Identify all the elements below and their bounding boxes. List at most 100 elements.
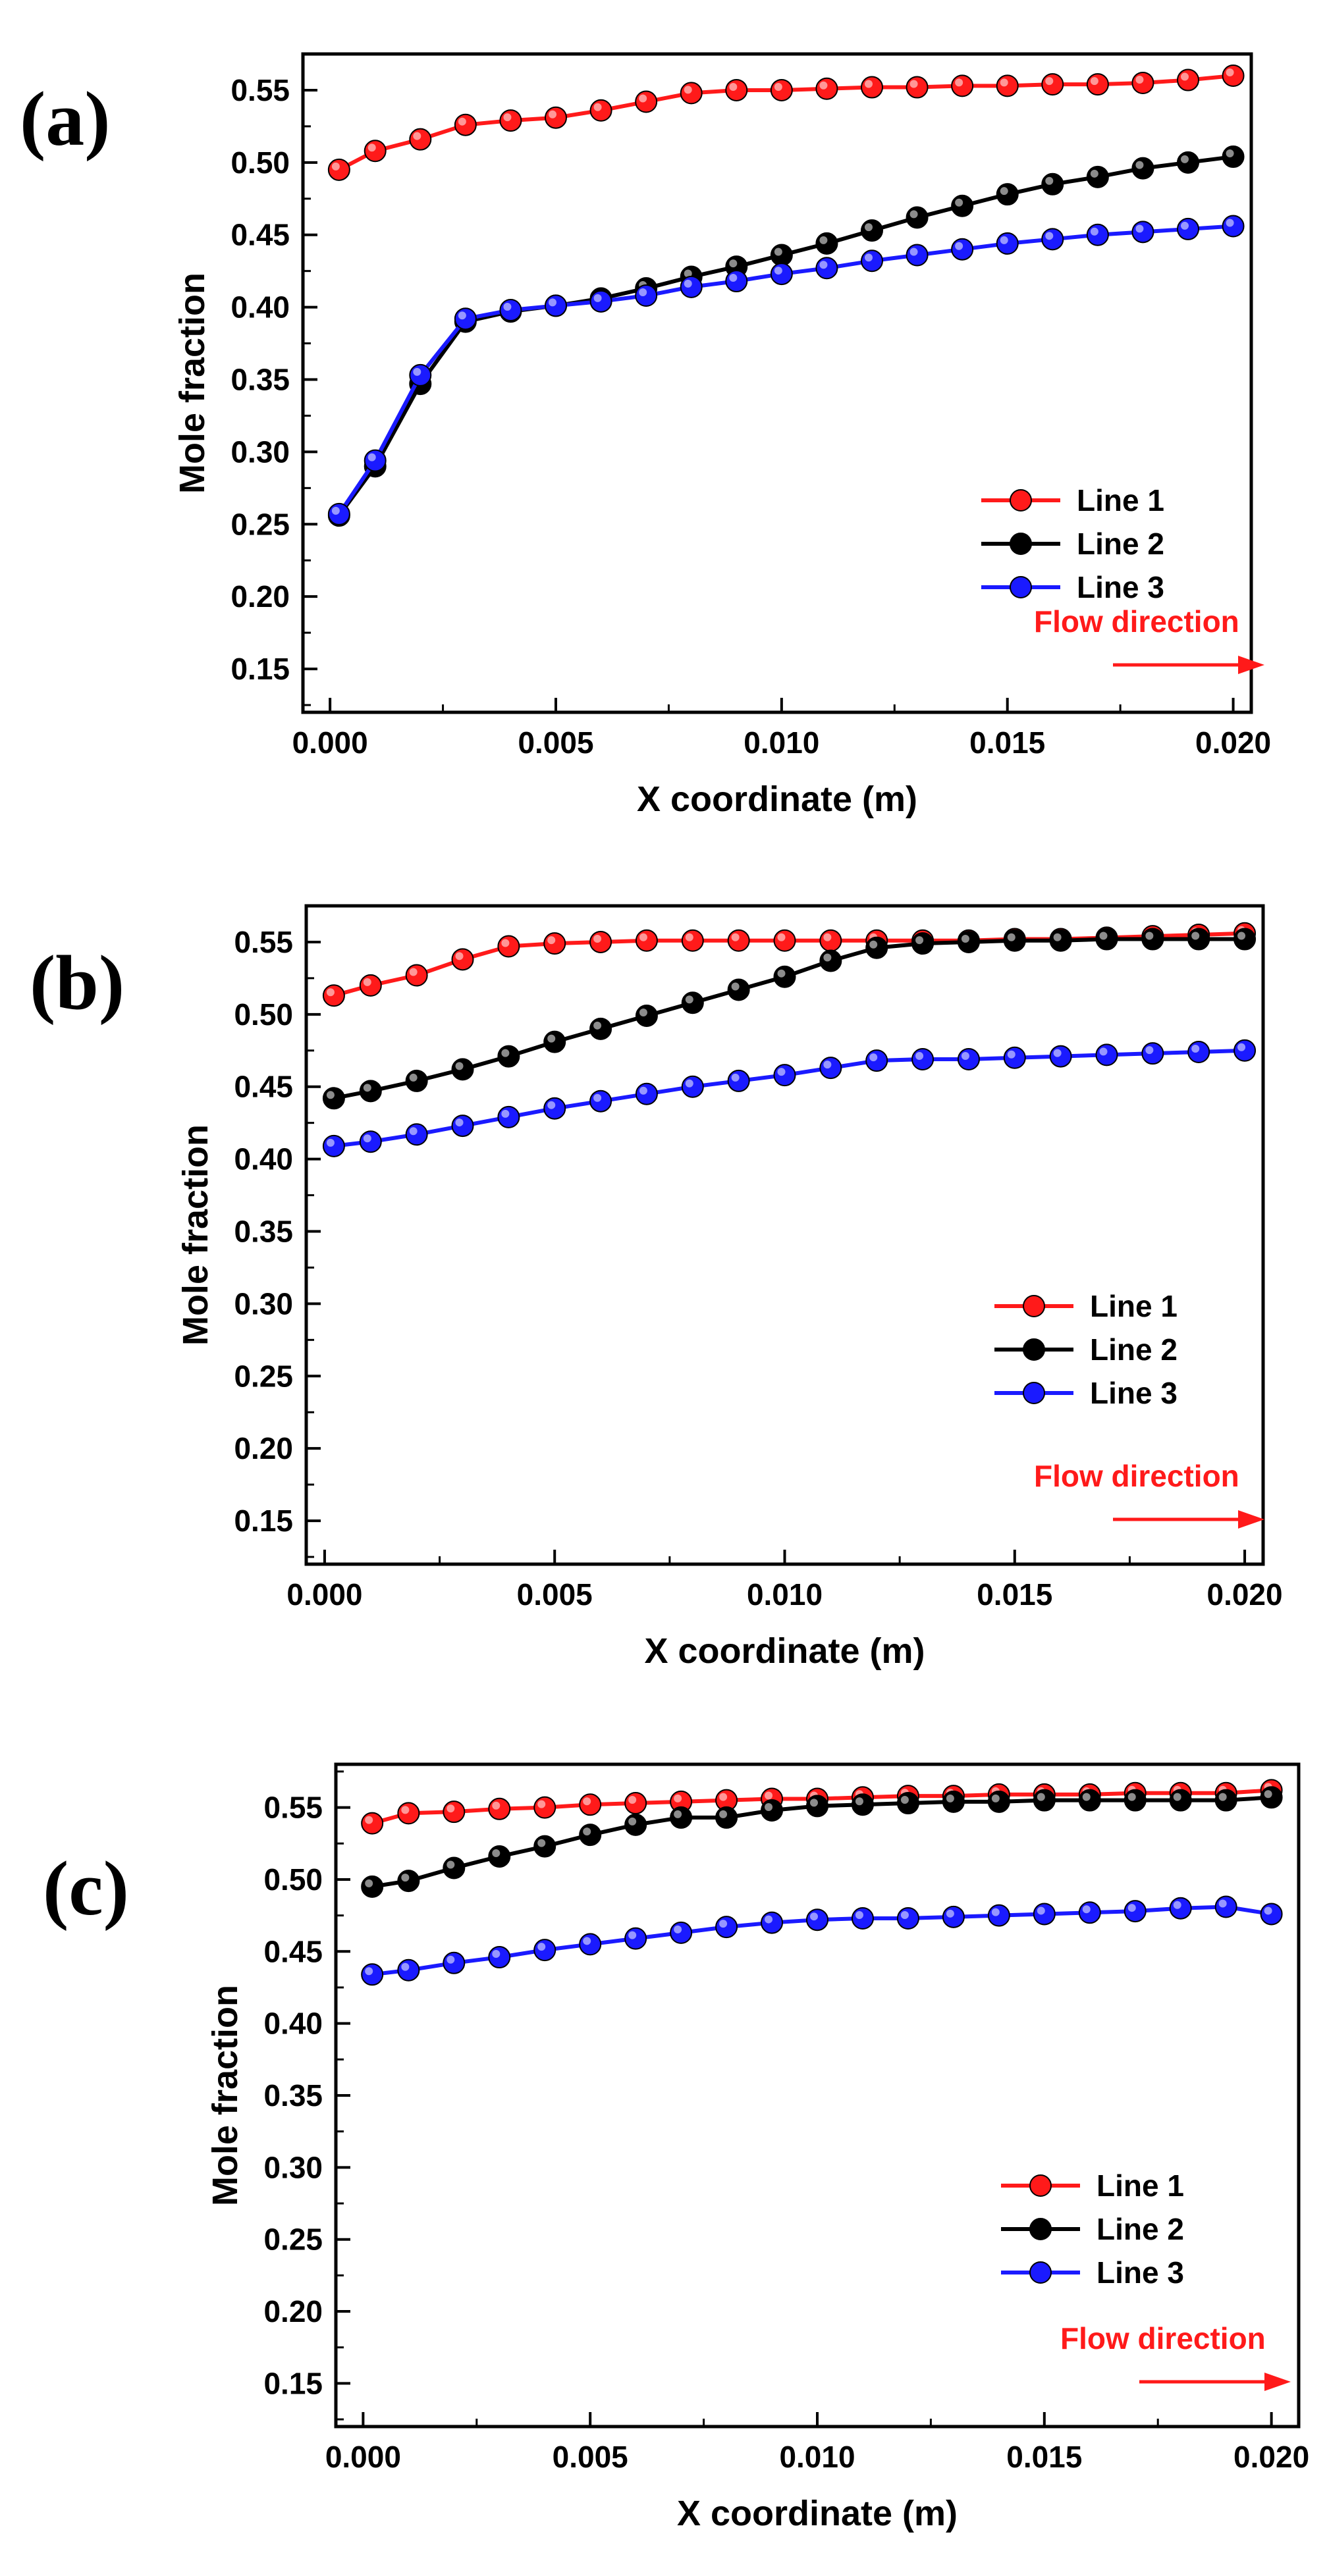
y-tick-label-c-6: 0.45	[263, 1934, 323, 1968]
data-point-highlight-b-3-19	[1191, 1044, 1200, 1053]
data-point-b-3-17	[1095, 1043, 1118, 1066]
data-point-a-1-11	[815, 77, 838, 100]
data-point-highlight-b-3-6	[593, 1093, 602, 1102]
data-point-c-2-3	[488, 1845, 511, 1868]
flow-direction-label-a: Flow direction	[1034, 604, 1239, 639]
legend-label-c-3: Line 3	[1097, 2255, 1184, 2290]
y-tick-label-a-1: 0.20	[230, 579, 290, 614]
data-point-highlight-a-2-19	[1181, 155, 1189, 163]
data-point-c-2-14	[987, 1790, 1010, 1813]
data-point-highlight-a-1-13	[909, 80, 918, 88]
data-point-c-2-1	[397, 1870, 420, 1893]
data-point-b-2-10	[773, 965, 796, 988]
legend-marker-c-1	[1029, 2174, 1052, 2197]
data-point-c-3-5	[579, 1933, 602, 1956]
data-point-c-2-5	[579, 1824, 602, 1847]
data-point-c-3-2	[443, 1951, 466, 1974]
data-point-highlight-b-3-16	[1053, 1049, 1062, 1057]
legend-marker-a-3	[1010, 576, 1032, 598]
data-point-b-1-7	[635, 929, 658, 952]
data-point-highlight-b-3-5	[547, 1101, 556, 1109]
x-tick-label-b-3: 0.015	[977, 1577, 1052, 1612]
data-point-highlight-c-3-14	[991, 1908, 1000, 1916]
data-point-a-1-9	[725, 78, 748, 101]
data-point-a-3-9	[725, 270, 748, 293]
data-point-highlight-b-3-13	[915, 1051, 924, 1060]
data-point-highlight-a-1-6	[593, 103, 602, 111]
data-point-highlight-a-2-11	[819, 236, 828, 244]
data-point-a-3-3	[454, 307, 477, 330]
data-point-a-2-10	[770, 244, 793, 267]
data-point-highlight-a-1-2	[413, 132, 421, 140]
data-point-highlight-c-3-16	[1082, 1905, 1091, 1914]
data-point-highlight-b-3-7	[639, 1086, 647, 1095]
x-tick-label-c-0: 0.000	[325, 2440, 401, 2474]
data-point-a-2-15	[996, 183, 1019, 206]
y-tick-label-c-1: 0.20	[263, 2294, 323, 2328]
data-point-highlight-c-1-4	[537, 1800, 546, 1808]
data-point-b-3-7	[635, 1082, 658, 1105]
plot-frame-a	[301, 52, 1253, 714]
data-point-b-3-1	[359, 1130, 382, 1153]
chart-c-svg: (c) 0.15 0.20 0.25 0.30 0.35 0.40 0.45 0.50 0.55 0…	[43, 1762, 1309, 2533]
y-tick-label-a-5: 0.40	[230, 290, 290, 325]
legend-marker-b-1	[1023, 1295, 1045, 1317]
data-point-b-2-6	[589, 1017, 612, 1040]
data-point-highlight-b-1-11	[823, 933, 832, 941]
data-point-highlight-b-2-13	[915, 936, 924, 945]
data-point-a-1-5	[545, 106, 567, 129]
data-point-highlight-a-1-19	[1181, 72, 1189, 81]
data-point-highlight-c-2-2	[447, 1860, 455, 1869]
legend-label-c-1: Line 1	[1097, 2169, 1184, 2203]
data-point-a-2-13	[906, 206, 929, 229]
data-point-highlight-a-3-11	[819, 261, 828, 269]
data-point-highlight-a-2-9	[729, 259, 738, 268]
data-point-c-2-10	[806, 1795, 828, 1818]
data-point-b-3-14	[957, 1047, 980, 1070]
data-point-b-3-18	[1141, 1042, 1164, 1065]
data-point-b-3-6	[589, 1090, 612, 1113]
y-tick-label-c-7: 0.50	[263, 1862, 323, 1897]
data-point-highlight-c-2-8	[719, 1810, 728, 1818]
data-point-c-2-18	[1169, 1789, 1192, 1812]
data-point-c-3-11	[851, 1907, 874, 1930]
data-point-c-2-8	[715, 1806, 738, 1829]
data-point-b-2-9	[727, 978, 750, 1001]
data-point-b-3-8	[681, 1075, 704, 1098]
y-tick-label-b-4: 0.35	[234, 1215, 293, 1249]
data-point-highlight-b-3-14	[961, 1051, 969, 1060]
data-point-a-1-17	[1086, 73, 1109, 96]
data-point-b-2-13	[911, 932, 934, 955]
y-tick-label-c-5: 0.40	[263, 2007, 323, 2041]
data-point-b-1-5	[543, 932, 566, 955]
legend-label-a-3: Line 3	[1077, 570, 1164, 604]
y-tick-label-b-7: 0.50	[234, 997, 293, 1032]
flow-arrow-head-a	[1238, 656, 1264, 674]
data-point-a-3-11	[815, 257, 838, 280]
data-point-highlight-b-1-1	[363, 978, 371, 986]
data-point-a-3-16	[1041, 228, 1064, 251]
data-point-highlight-c-3-7	[674, 1925, 682, 1933]
data-point-highlight-b-2-2	[409, 1073, 418, 1082]
data-point-b-3-0	[322, 1134, 345, 1157]
data-point-a-1-19	[1177, 68, 1199, 92]
data-point-highlight-b-3-20	[1237, 1043, 1246, 1051]
data-point-b-3-11	[819, 1057, 842, 1080]
data-point-highlight-a-2-14	[955, 198, 963, 207]
data-point-highlight-b-3-1	[363, 1134, 371, 1143]
data-point-highlight-a-3-20	[1226, 219, 1234, 227]
data-point-highlight-c-2-6	[628, 1817, 637, 1826]
data-point-highlight-a-2-17	[1090, 169, 1098, 178]
x-tick-label-a-3: 0.015	[969, 725, 1045, 760]
data-point-b-3-5	[543, 1097, 566, 1120]
data-point-highlight-c-2-14	[991, 1794, 1000, 1802]
data-point-b-3-9	[727, 1069, 750, 1092]
data-point-highlight-a-2-16	[1045, 176, 1054, 185]
data-point-highlight-c-3-6	[628, 1931, 637, 1939]
data-point-highlight-c-1-5	[583, 1797, 591, 1806]
data-point-highlight-a-1-16	[1045, 77, 1054, 86]
data-point-c-3-20	[1260, 1903, 1283, 1926]
data-point-highlight-a-2-10	[774, 248, 782, 256]
data-point-c-3-8	[715, 1916, 738, 1939]
data-point-a-2-17	[1086, 165, 1109, 188]
